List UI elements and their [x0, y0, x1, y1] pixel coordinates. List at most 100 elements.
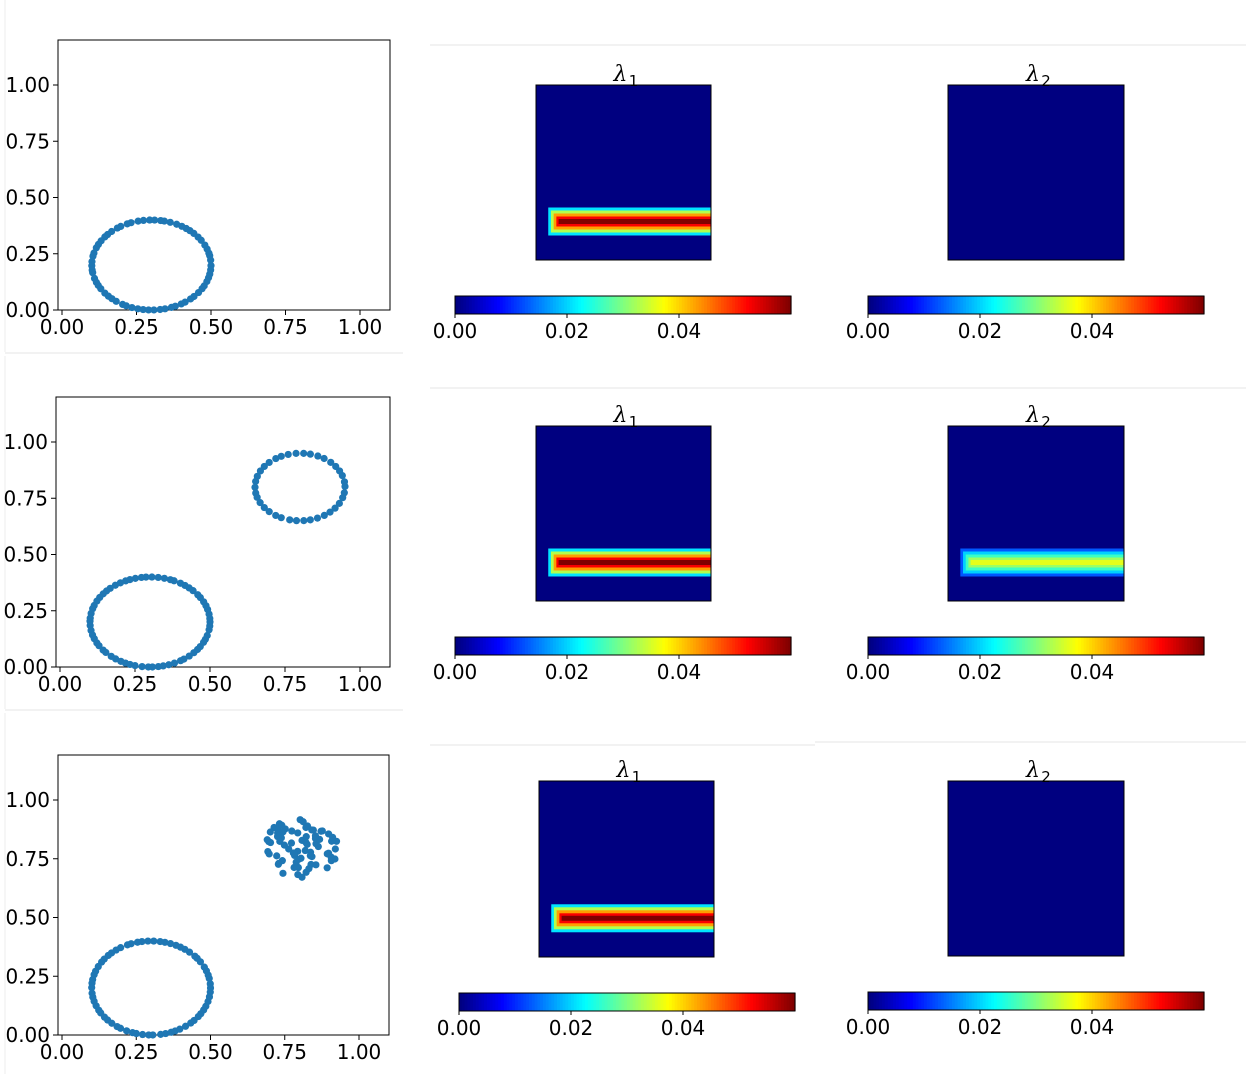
colorbar-segment: [550, 296, 554, 314]
scatter-point: [139, 1030, 147, 1039]
scatter-point: [272, 511, 280, 520]
colorbar-segment: [1148, 296, 1152, 314]
colorbar-segment: [988, 296, 992, 314]
colorbar-segment: [683, 993, 687, 1011]
scatter-point: [284, 450, 292, 459]
colorbar-segment: [952, 296, 956, 314]
colorbar-segment: [590, 993, 594, 1011]
colorbar-segment: [467, 993, 471, 1011]
colorbar-segment: [1080, 637, 1085, 655]
colorbar-segment: [954, 637, 959, 655]
colorbar-segment: [910, 637, 914, 655]
heatmap-panel-lambda-2: λ 2 0.00 0.02 0.04: [846, 758, 1205, 1039]
scatter-point: [176, 579, 185, 587]
colorbar-segment: [627, 993, 631, 1011]
scatter-point: [139, 216, 148, 225]
colorbar-segment: [649, 993, 653, 1011]
colorbar-segment: [1120, 992, 1124, 1010]
colorbar-segment: [495, 993, 499, 1011]
colorbar-segment: [460, 296, 464, 314]
colorbar-segment: [463, 637, 467, 655]
colorbar-segment: [485, 637, 490, 655]
scatter-point: [277, 452, 285, 460]
scatter-point: [123, 941, 132, 949]
colorbar-segment: [1036, 637, 1040, 655]
colorbar-segment: [890, 637, 894, 655]
colorbar-segment: [663, 993, 667, 1011]
colorbar-segment: [904, 296, 908, 314]
colorbar-segment: [996, 992, 1001, 1010]
colorbar-segment: [469, 637, 473, 655]
colorbar-segment: [595, 296, 599, 314]
scatter-point: [335, 499, 343, 507]
scatter-point: [288, 827, 296, 835]
colorbar-segment: [1078, 992, 1082, 1010]
colorbar-segment: [1010, 637, 1015, 655]
colorbar-segment: [583, 637, 588, 655]
colorbar-segment: [994, 992, 998, 1010]
x-tick-label: 1.00: [338, 315, 383, 339]
colorbar-segment: [466, 296, 470, 314]
colorbar-segment: [771, 637, 775, 655]
colorbar-segment: [624, 993, 628, 1011]
colorbar-segment: [1192, 637, 1197, 655]
colorbar-tick-label: 0.04: [657, 319, 702, 343]
colorbar-segment: [1066, 992, 1071, 1010]
colorbar-segment: [761, 993, 765, 1011]
colorbar-segment: [582, 993, 586, 1011]
colorbar-segment: [529, 993, 533, 1011]
colorbar-segment: [1164, 992, 1169, 1010]
colorbar-segment: [1125, 637, 1129, 655]
scatter-point: [278, 821, 286, 829]
colorbar-segment: [1002, 296, 1006, 314]
colorbar-segment: [680, 993, 684, 1011]
colorbar-segment: [1184, 296, 1188, 314]
colorbar-segment: [614, 637, 618, 655]
colorbar-segment: [1052, 637, 1057, 655]
scatter-point: [306, 852, 314, 860]
y-tick-label: 0.25: [5, 242, 50, 266]
colorbar-segment: [974, 296, 978, 314]
colorbar-segment: [991, 637, 995, 655]
colorbar-segment: [949, 296, 953, 314]
colorbar-segment: [1178, 637, 1183, 655]
scatter-point: [146, 216, 154, 224]
colorbar-segment: [1016, 637, 1020, 655]
colorbar-segment: [1170, 296, 1174, 314]
colorbar-segment: [1044, 992, 1048, 1010]
heatmap-band-layer: [970, 560, 1124, 565]
colorbar-frame: [458, 992, 796, 1012]
colorbar-segment: [571, 993, 575, 1011]
colorbar-segment: [1055, 992, 1059, 1010]
colorbar-segment: [523, 993, 527, 1011]
colorbar-segment: [971, 992, 975, 1010]
colorbar-segment: [457, 296, 462, 314]
colorbar-segment: [1145, 637, 1149, 655]
colorbar-segment: [1008, 992, 1012, 1010]
colorbar-segment: [1019, 637, 1023, 655]
colorbar-segment: [760, 296, 764, 314]
colorbar-segment: [662, 637, 666, 655]
colorbar-segment: [463, 296, 467, 314]
colorbar-segment: [873, 992, 877, 1010]
colorbar-segment: [988, 637, 992, 655]
colorbar-segment: [617, 637, 621, 655]
colorbar-segment: [1136, 637, 1141, 655]
colorbar-segment: [568, 993, 572, 1011]
scatter-point: [286, 516, 294, 524]
scatter-point: [166, 576, 174, 584]
y-tick-label: 0.75: [3, 486, 48, 510]
colorbar-segment: [873, 296, 877, 314]
scatter-point: [137, 573, 146, 582]
colorbar-segment: [712, 296, 716, 314]
colorbar-segment: [1139, 296, 1143, 314]
colorbar-segment: [954, 296, 959, 314]
colorbar-segment: [536, 637, 540, 655]
scatter-point: [309, 826, 317, 834]
scatter-point: [306, 450, 314, 458]
colorbar-segment: [727, 993, 732, 1011]
colorbar-segment: [1142, 992, 1146, 1010]
colorbar-segment: [980, 992, 984, 1010]
colorbar-segment: [583, 296, 588, 314]
colorbar-segment: [611, 637, 616, 655]
